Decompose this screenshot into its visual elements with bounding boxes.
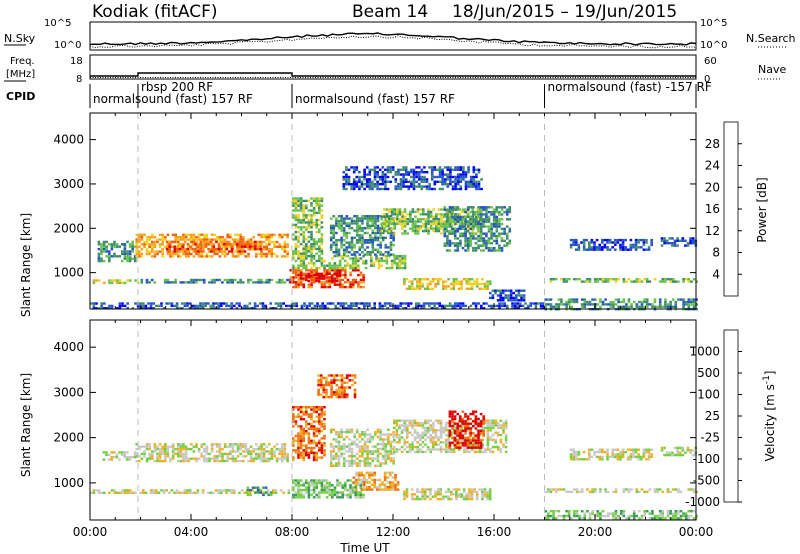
colorbar-tick-label: -100 [693,452,720,466]
data-region [660,237,698,247]
x-tick-label: 04:00 [174,525,209,539]
data-region [165,240,262,253]
freq-left-tick-bottom: 8 [76,74,82,85]
data-region [448,410,485,449]
data-region [140,278,292,284]
colorbar-tick-label: 20 [705,180,720,194]
power-panel: 1000 2000 3000 4000 Slant Range [km] 4 8 12 16… [19,112,769,317]
cpid-segment-label: normalsound (fast) 157 RF [295,92,455,106]
x-tick-label: 08:00 [275,525,310,539]
freq-right-tick-bottom: 0 [704,74,710,85]
noise-sky-label: N.Sky [4,32,36,45]
data-region [569,238,653,251]
data-region [352,471,400,491]
noise-left-tick-bottom: 10^0 [54,40,81,51]
data-region [90,302,545,310]
noise-left-tick-top: 10^5 [44,18,71,29]
x-axis-label: Time UT [339,541,390,554]
noise-search-label: N.Search [746,32,796,45]
y-tick-label: 2000 [53,431,84,445]
freq-left-tick-top: 18 [70,56,83,67]
freq-label-2: [MHz] [6,69,35,80]
data-region [443,206,512,252]
data-region [246,486,273,497]
noise-panel-frame [89,21,697,51]
colorbar-tick-label: 24 [705,159,720,173]
y-tick-label: 4000 [53,133,84,147]
data-region [292,197,324,258]
power-ylabel: Slant Range [km] [19,213,33,317]
data-region [292,254,407,270]
y-tick-label: 4000 [53,340,84,354]
data-region [403,488,492,501]
noise-sky-series [89,32,697,46]
y-tick-label: 1000 [53,476,84,490]
x-tick-label: 00:00 [73,525,108,539]
frequency-panel-frame [89,54,697,80]
x-tick-label: 00:00 [679,525,714,539]
x-tick-label: 16:00 [477,525,512,539]
beam-label: Beam 14 [352,2,428,22]
colorbar-tick-label: 25 [705,409,720,423]
cpid-segment-label: normalsound (fast) -157 RF [548,80,712,94]
frequency-panel: Freq. [MHz] 18 8 60 0 Nave [4,54,786,85]
noise-search-series [89,35,697,49]
data-region [342,166,483,191]
noise-right-tick-top: 10^5 [700,18,727,29]
data-region [289,269,365,289]
colorbar-tick-label: 1000 [689,345,720,359]
x-tick-label: 20:00 [578,525,613,539]
data-region [544,488,698,494]
data-region [329,428,395,467]
cpid-label: CPID [6,90,35,103]
data-region [488,289,526,302]
cpid-segment-label: rbsp 200 RF [141,80,213,94]
frequency-series [90,72,696,77]
colorbar-tick-label: 16 [705,202,720,216]
data-region [135,443,289,463]
y-tick-label: 1000 [53,266,84,280]
data-region [403,278,492,290]
y-tick-label: 3000 [53,177,84,191]
freq-right-tick-top: 60 [704,56,717,67]
noise-panel: N.Sky 10^5 10^0 10^5 10^0 N.Search [4,18,796,51]
x-tick-label: 12:00 [376,525,411,539]
station-title: Kodiak (fitACF) [92,2,218,22]
colorbar-tick-label: -500 [693,474,720,488]
noise-right-tick-bottom: 10^0 [700,40,727,51]
colorbar-tick-label: 12 [705,224,720,238]
power-colorbar-label: Power [dB] [755,177,769,242]
data-region [544,510,698,520]
nave-label: Nave [758,63,786,76]
colorbar-tick-label: 28 [705,137,720,151]
y-tick-label: 3000 [53,385,84,399]
colorbar-tick-label: -25 [700,431,720,445]
date-range: 18/Jun/2015 – 19/Jun/2015 [452,2,677,22]
velocity-colorbar-label: Velocity [m s-1] [762,371,777,462]
data-region [292,406,326,462]
y-tick-label: 2000 [53,221,84,235]
data-region [549,278,698,283]
data-region [97,240,137,263]
velocity-ylabel: Slant Range [km] [19,373,33,477]
velocity-panel: 1000 2000 3000 4000 Slant Range [km] 1000 50… [19,319,777,521]
data-region [299,272,342,283]
cpid-segment-label: normalsound (fast) 157 RF [93,92,253,106]
data-region [380,208,482,235]
colorbar-tick-label: 8 [712,246,720,260]
data-region [102,451,137,461]
colorbar-tick-label: -1000 [685,495,720,509]
data-region [317,374,357,399]
freq-label-1: Freq. [10,56,35,67]
data-region [569,448,653,461]
colorbar-tick-label: 4 [712,267,720,281]
colorbar-tick-label: 500 [697,366,720,380]
colorbar-tick-label: 100 [697,388,720,402]
